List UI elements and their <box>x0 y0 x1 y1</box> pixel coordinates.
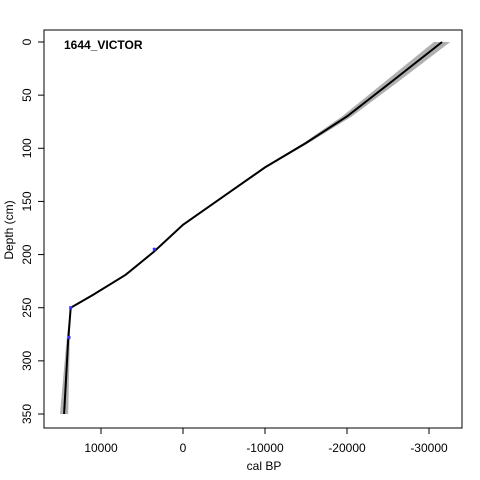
axes: 10000 0 -10000 -20000 -30000 0 50 100 150 200 250 3… <box>20 29 463 455</box>
y-tick-label: 350 <box>20 404 34 424</box>
y-tick-label: 300 <box>20 351 34 371</box>
uncertainty-envelope <box>60 42 451 414</box>
x-tick-label: -10000 <box>246 441 284 455</box>
y-tick-label: 100 <box>20 138 34 158</box>
y-tick-label: 200 <box>20 244 34 264</box>
y-tick-label: 0 <box>20 38 34 45</box>
y-tick-label: 50 <box>20 88 34 102</box>
x-tick-label: 0 <box>180 441 187 455</box>
median-line-layer <box>63 41 443 415</box>
dated-points-layer <box>67 247 156 339</box>
plot-frame <box>43 29 463 429</box>
x-tick-label: 10000 <box>84 441 118 455</box>
x-tick-label: -20000 <box>328 441 366 455</box>
dated-point-2 <box>69 306 73 310</box>
y-tick-label: 150 <box>20 191 34 211</box>
chart-title: 1644_VICTOR <box>64 38 143 52</box>
y-axis-title: Depth (cm) <box>2 200 16 259</box>
y-tick-label: 250 <box>20 297 34 317</box>
median-line <box>63 41 443 415</box>
x-tick-label: -30000 <box>410 441 448 455</box>
x-axis-title: cal BP <box>247 459 282 473</box>
dated-point-3 <box>67 335 71 339</box>
envelope-polygon <box>60 42 451 414</box>
dated-point-1 <box>152 247 156 251</box>
